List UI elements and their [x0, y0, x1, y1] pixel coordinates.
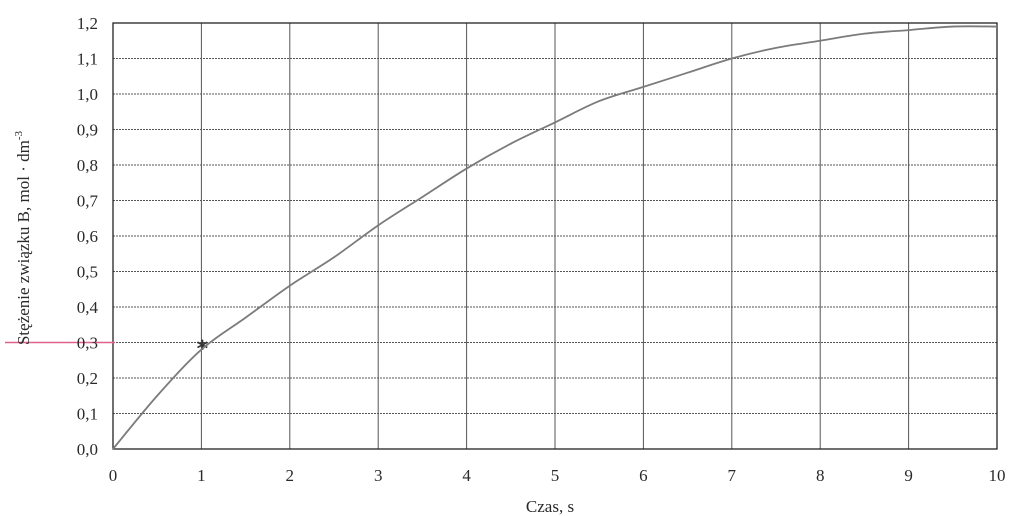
data-point — [819, 39, 822, 42]
x-tick-label: 3 — [374, 466, 383, 485]
data-point — [642, 86, 645, 88]
y-tick-label: 0,7 — [77, 192, 99, 211]
series-layer — [112, 25, 998, 450]
data-point — [907, 29, 910, 31]
x-tick-label: 8 — [816, 466, 825, 485]
data-point — [112, 448, 114, 450]
x-tick-label: 1 — [197, 466, 206, 485]
data-point — [333, 256, 335, 259]
y-tick-label: 0,6 — [77, 227, 98, 246]
data-point — [686, 71, 689, 74]
y-axis-label-main: Stężenie związku B, mol · dm — [14, 140, 33, 345]
x-tick-label: 4 — [462, 466, 471, 485]
y-tick-label: 1,0 — [77, 85, 98, 104]
data-point — [554, 121, 556, 124]
y-axis-label: Stężenie związku B, mol · dm-3 — [13, 130, 33, 345]
x-tick-label: 7 — [728, 466, 737, 485]
concentration-curve — [112, 25, 998, 450]
x-tick-label: 2 — [286, 466, 295, 485]
data-point — [244, 316, 247, 319]
y-tick-label: 0,8 — [77, 156, 98, 175]
x-tick-label: 9 — [904, 466, 913, 485]
data-point — [598, 100, 601, 102]
data-point — [288, 284, 291, 287]
plot-frame — [112, 22, 998, 450]
data-point — [863, 32, 866, 35]
y-tick-labels: 0,0 0,1 0,2 0,3 0,4 0,5 0,6 0,7 0,8 0,9 1,0 1,1 1,2 — [77, 14, 99, 459]
grid — [112, 22, 998, 450]
y-tick-label: 0,0 — [77, 440, 98, 459]
x-tick-label: 10 — [989, 466, 1006, 485]
x-tick-label: 5 — [551, 466, 560, 485]
data-point — [996, 25, 998, 28]
y-tick-label: 0,9 — [77, 121, 98, 140]
y-tick-label: 0,4 — [77, 298, 99, 317]
y-tick-label: 1,1 — [77, 50, 98, 69]
x-tick-labels: 0 1 2 3 4 5 6 7 8 9 10 — [109, 466, 1006, 485]
data-point — [509, 142, 512, 145]
data-point — [377, 224, 380, 227]
data-point — [200, 348, 203, 351]
data-point — [421, 196, 424, 198]
y-tick-label: 0,2 — [77, 369, 98, 388]
data-point — [730, 57, 733, 60]
y-tick-label: 0,1 — [77, 405, 98, 424]
data-point — [156, 394, 159, 397]
data-point — [465, 167, 468, 170]
y-tick-label: 0,5 — [77, 263, 98, 282]
data-point — [775, 46, 777, 49]
y-tick-label: 0,3 — [77, 334, 98, 353]
y-axis-label-superscript: -3 — [13, 130, 25, 140]
y-tick-label: 1,2 — [77, 14, 98, 33]
x-tick-label: 0 — [109, 466, 118, 485]
annotations: * — [5, 337, 209, 362]
data-point — [951, 25, 954, 28]
x-tick-label: 6 — [639, 466, 648, 485]
x-axis-label: Czas, s — [526, 497, 574, 516]
